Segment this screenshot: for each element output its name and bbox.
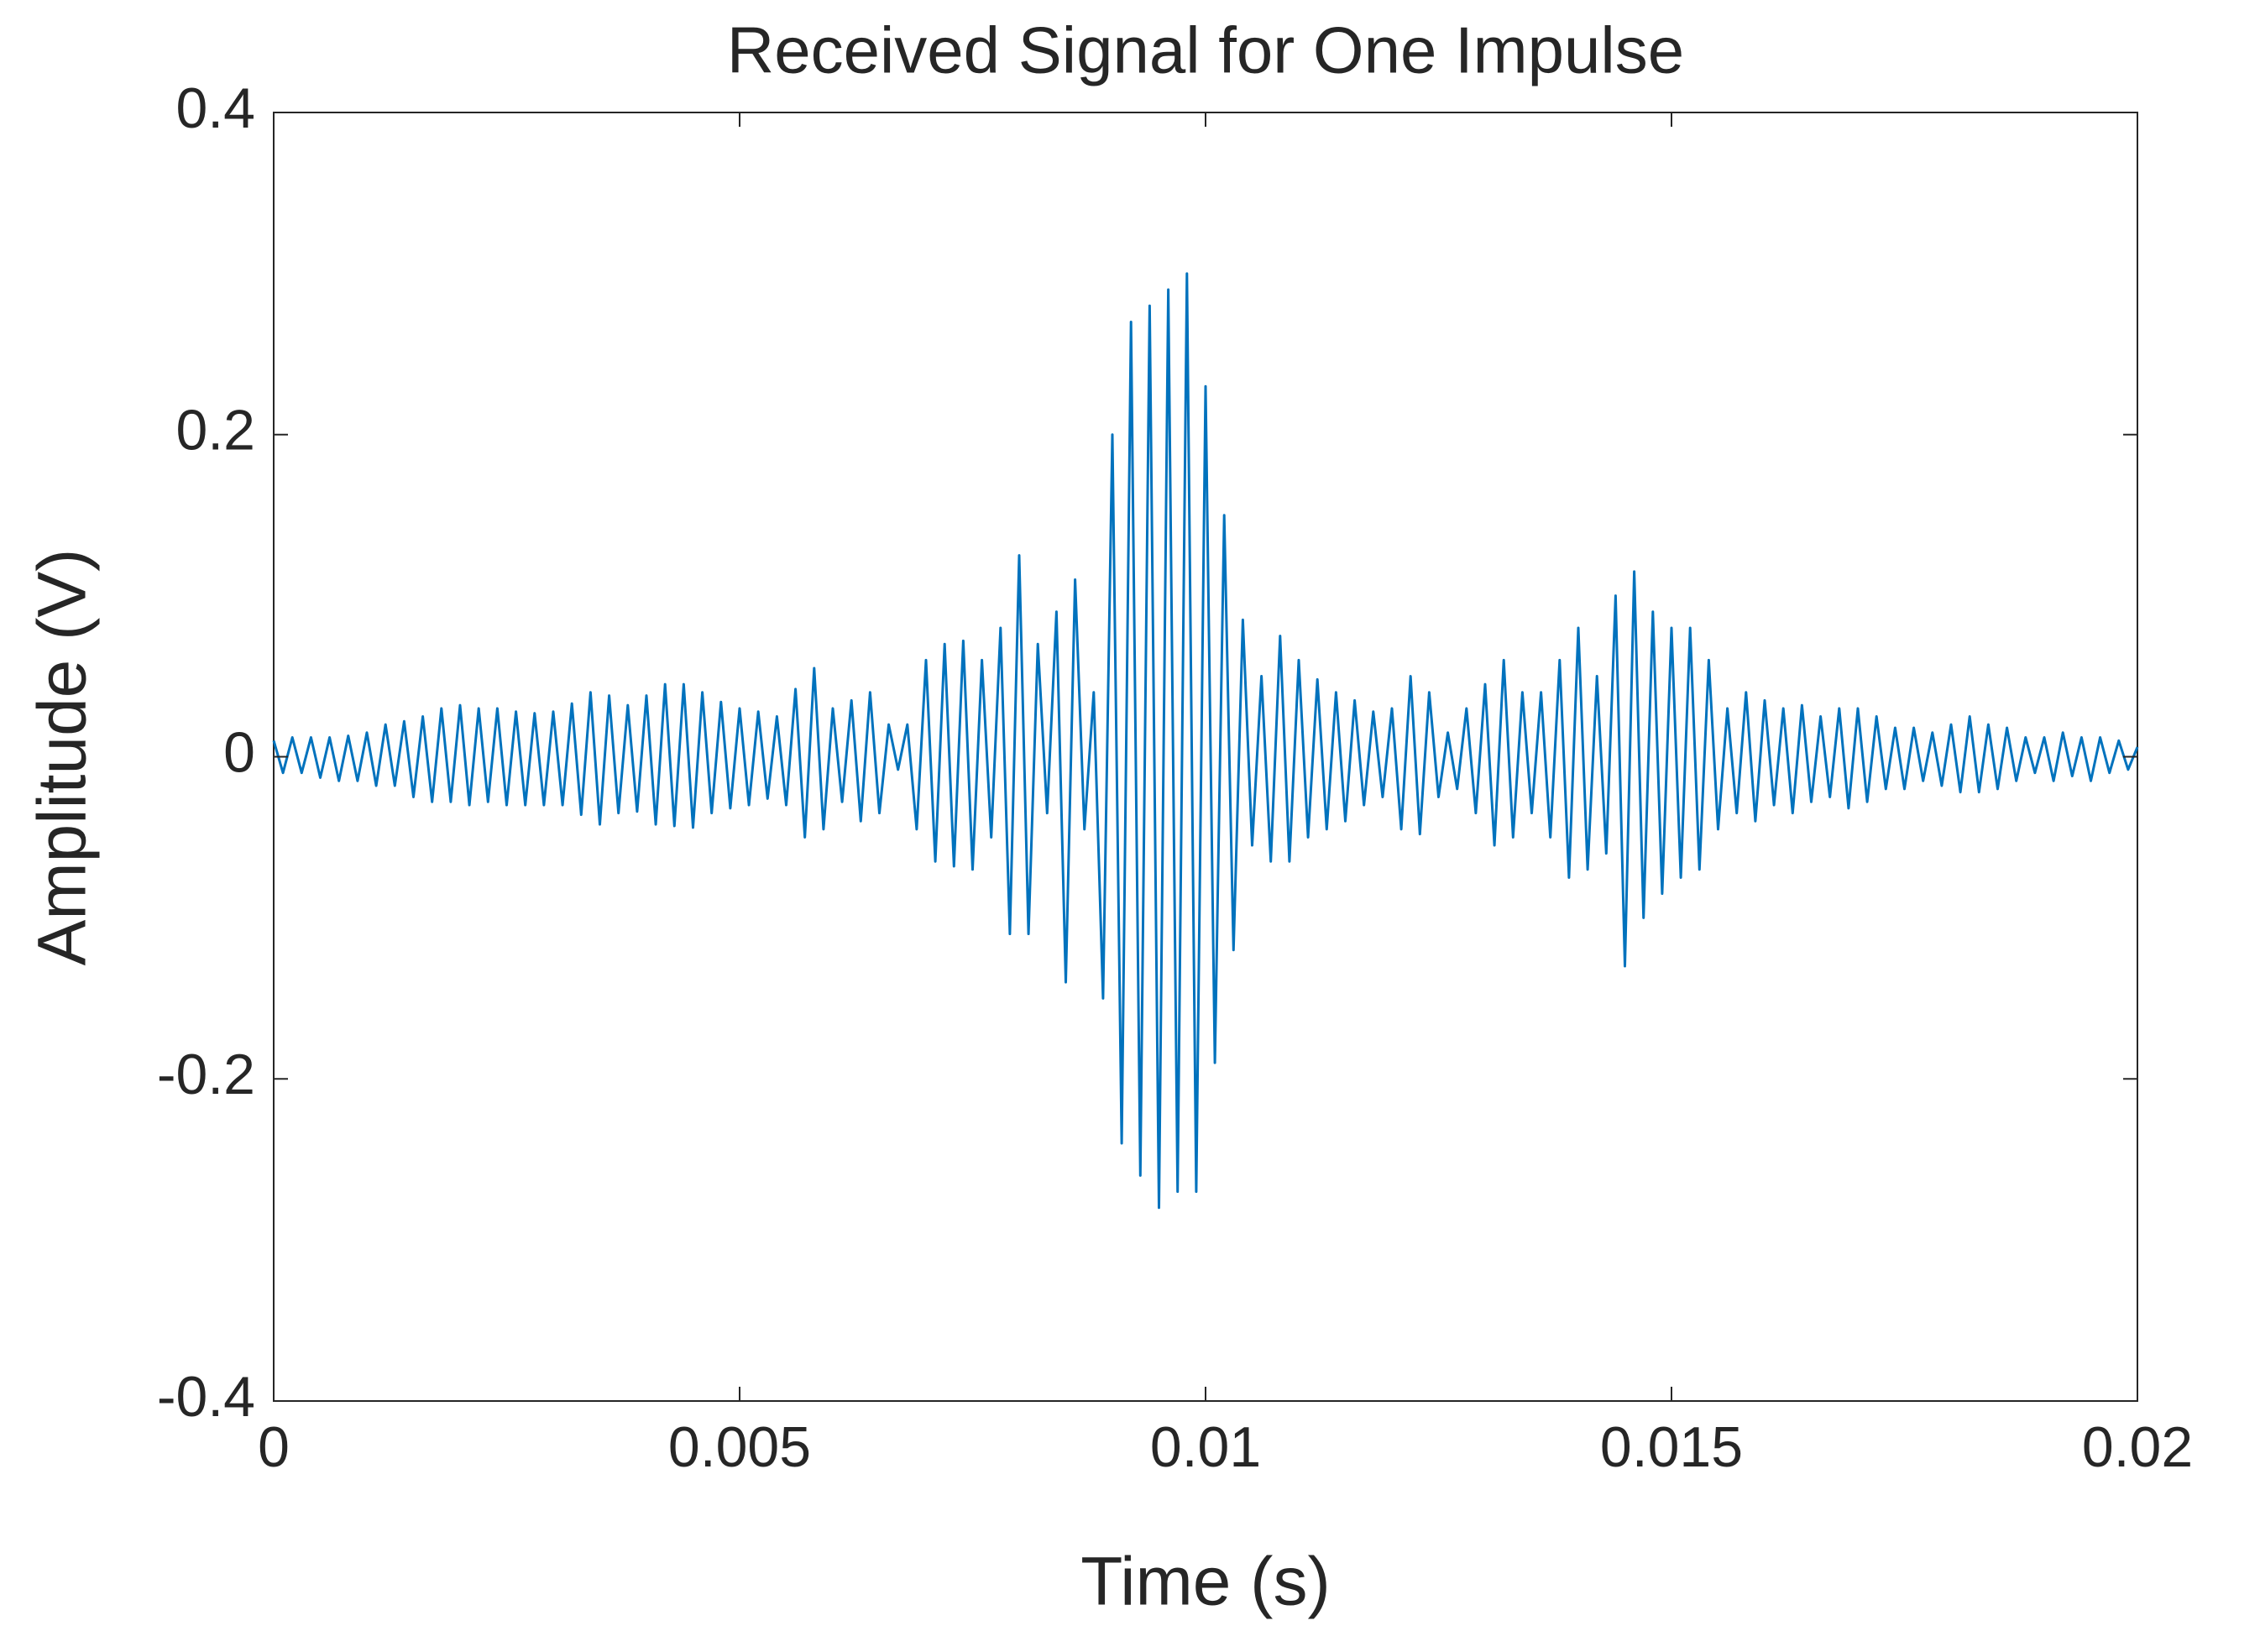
y-tick-label: -0.2 xyxy=(157,1043,255,1106)
x-tick-label: 0.02 xyxy=(2082,1415,2193,1479)
y-tick-label: 0 xyxy=(223,720,255,784)
y-axis-label: Amplitude (V) xyxy=(24,549,101,966)
x-tick-label: 0.015 xyxy=(1600,1415,1743,1479)
plot-frame xyxy=(273,112,2138,1402)
y-tick-label: 0.2 xyxy=(175,399,255,463)
x-tick-label: 0 xyxy=(258,1415,290,1479)
chart-title: Received Signal for One Impulse xyxy=(727,13,1684,87)
y-tick-label: -0.4 xyxy=(157,1365,255,1429)
x-axis-label: Time (s) xyxy=(1080,1544,1331,1620)
signal-line xyxy=(272,272,2139,1210)
x-tick-label: 0.005 xyxy=(668,1415,811,1479)
y-tick-label: 0.4 xyxy=(175,76,255,140)
x-tick-label: 0.01 xyxy=(1150,1415,1261,1479)
